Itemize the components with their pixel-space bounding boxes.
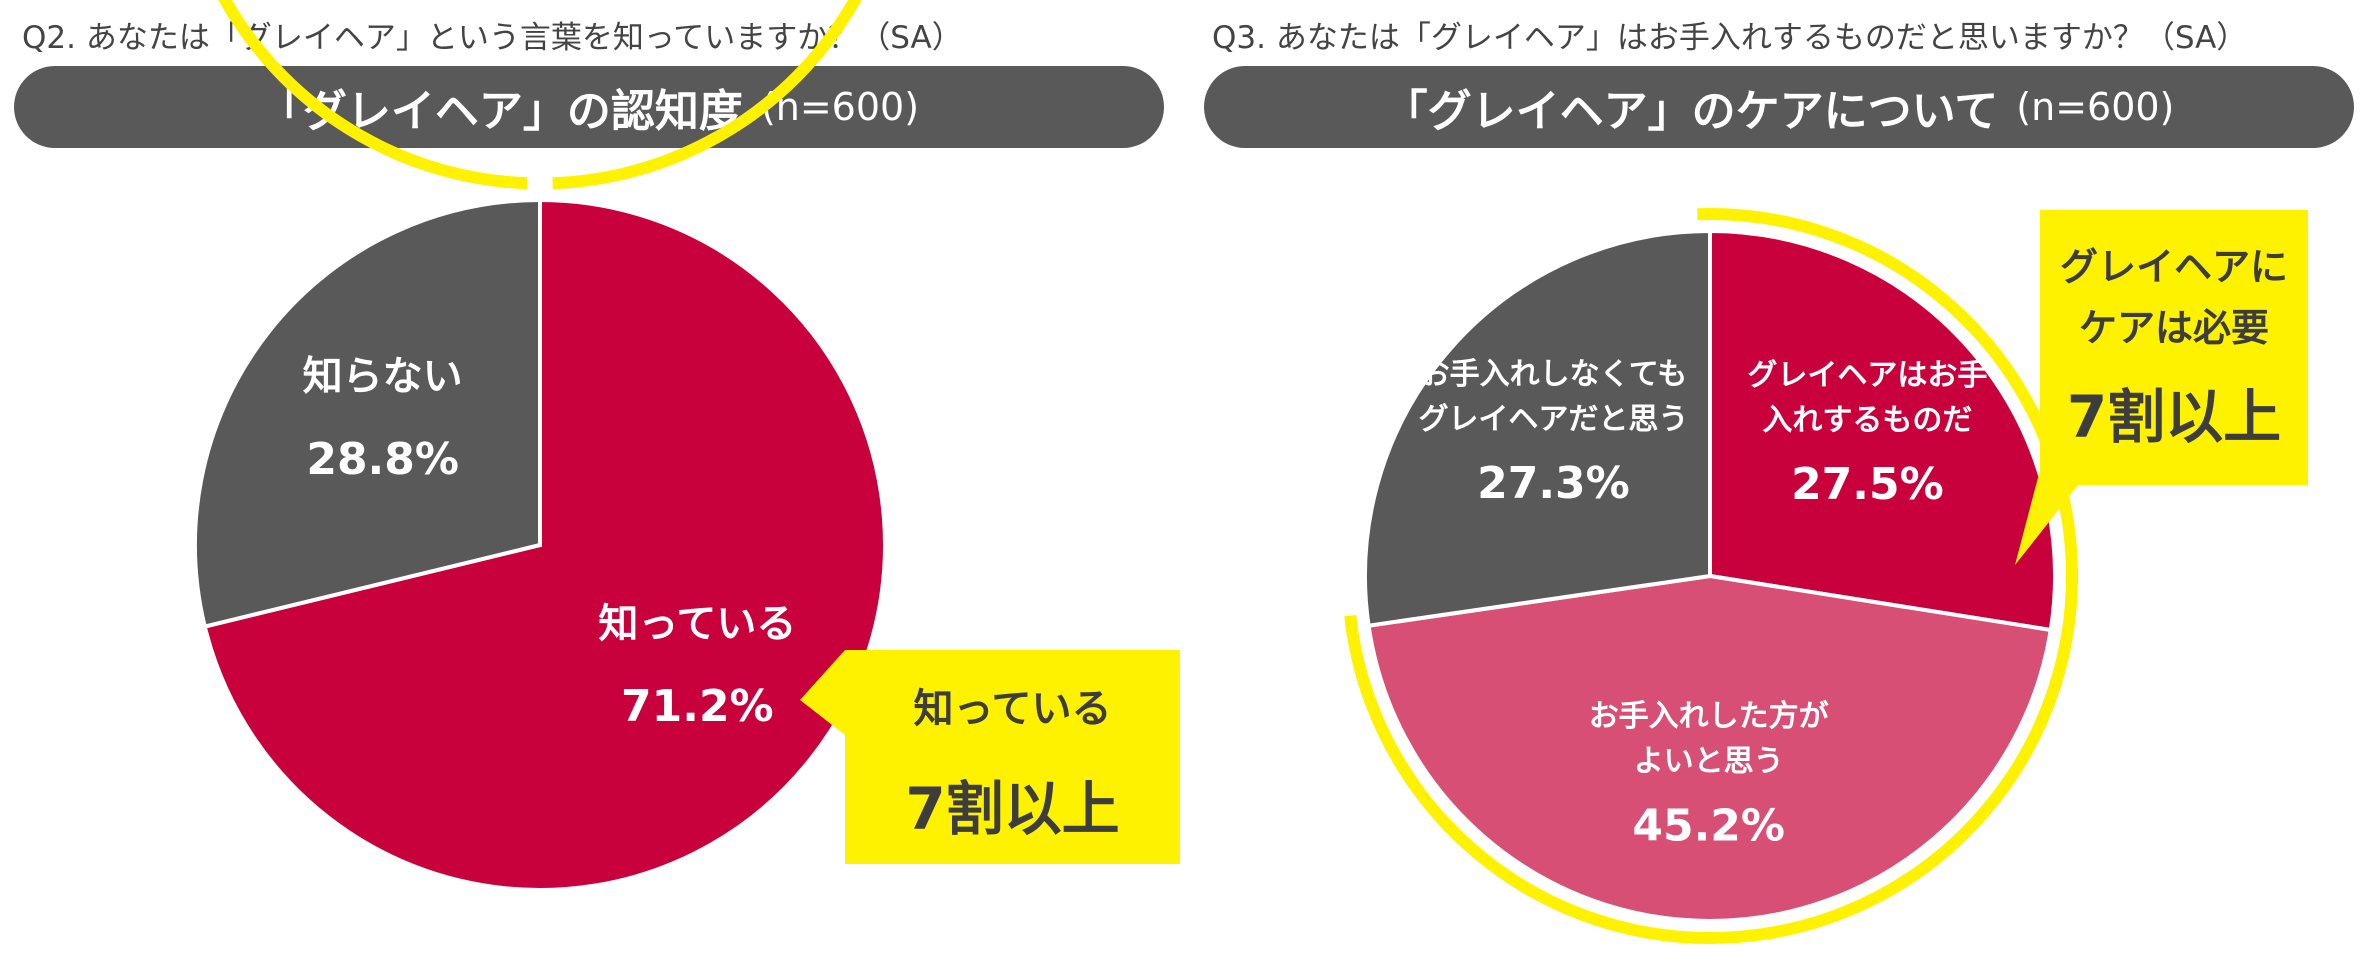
chart-panel-care: Q3. あなたは「グレイヘア」はお手入れするものだと思いますか？（SA） 「グレ… — [1190, 0, 2354, 962]
callout-line-2: 7割以上 — [2066, 383, 2282, 451]
callout-line-2: 7割以上 — [905, 775, 1120, 843]
chart-panel-awareness: Q2. あなたは「グレイヘア」という言葉を知っていますか？（SA） 「グレイヘア… — [0, 0, 1180, 962]
slice-label: お手入れしなくても — [1420, 357, 1688, 392]
callout-label: グレイヘアに ケアは必要 7割以上 — [2040, 236, 2308, 454]
highlight-arc — [1344, 208, 2078, 944]
banner-sample-size: (n=600) — [2016, 85, 2175, 129]
slice-value-label: 27.3% — [1477, 458, 1630, 509]
slice-label: 知っている — [598, 601, 796, 647]
callout-pointer — [2015, 470, 2090, 565]
callout-line-1: 知っている — [913, 686, 1112, 732]
slice-label: グレイヘアだと思う — [1418, 402, 1688, 437]
callout-box — [2040, 210, 2308, 485]
pie-slice — [193, 197, 542, 630]
slice-value-label: 45.2% — [1632, 800, 1785, 851]
callout-label: 知っている 7割以上 — [845, 676, 1180, 846]
slice-value-label: 71.2% — [621, 681, 774, 732]
highlight-arc — [218, 0, 862, 190]
slice-label: 知らない — [303, 354, 463, 400]
question-text: Q2. あなたは「グレイヘア」という言葉を知っていますか？（SA） — [22, 20, 963, 56]
pie-slice — [1708, 228, 2057, 633]
slice-label: お手入れした方が — [1589, 699, 1829, 734]
slice-value-label: 27.5% — [1791, 459, 1944, 510]
pie-slice — [202, 197, 887, 892]
pie-slice — [1366, 573, 2054, 923]
banner-title: 「グレイヘア」のケアについて — [1383, 86, 1999, 137]
pie-chart: 知っている 71.2% 知らない 28.8% — [193, 0, 1180, 892]
chart-banner: 「グレイヘア」のケアについて (n=600) — [1204, 66, 2354, 148]
callout-line-1: グレイヘアに — [2059, 245, 2288, 289]
pie-slice — [1363, 228, 1712, 628]
callout-pointer — [800, 650, 845, 735]
slice-label: よいと思う — [1634, 744, 1784, 779]
slice-value-label: 28.8% — [306, 434, 459, 485]
callout-box — [845, 650, 1180, 864]
slice-label: 入れするものだ — [1762, 403, 1972, 438]
chart-banner: 「グレイヘア」の認知度 (n=600) — [14, 66, 1164, 148]
callout-line-1b: ケアは必要 — [2078, 306, 2269, 350]
slice-label: グレイヘアはお手 — [1747, 358, 1987, 393]
question-text: Q3. あなたは「グレイヘア」はお手入れするものだと思いますか？（SA） — [1212, 20, 2248, 56]
